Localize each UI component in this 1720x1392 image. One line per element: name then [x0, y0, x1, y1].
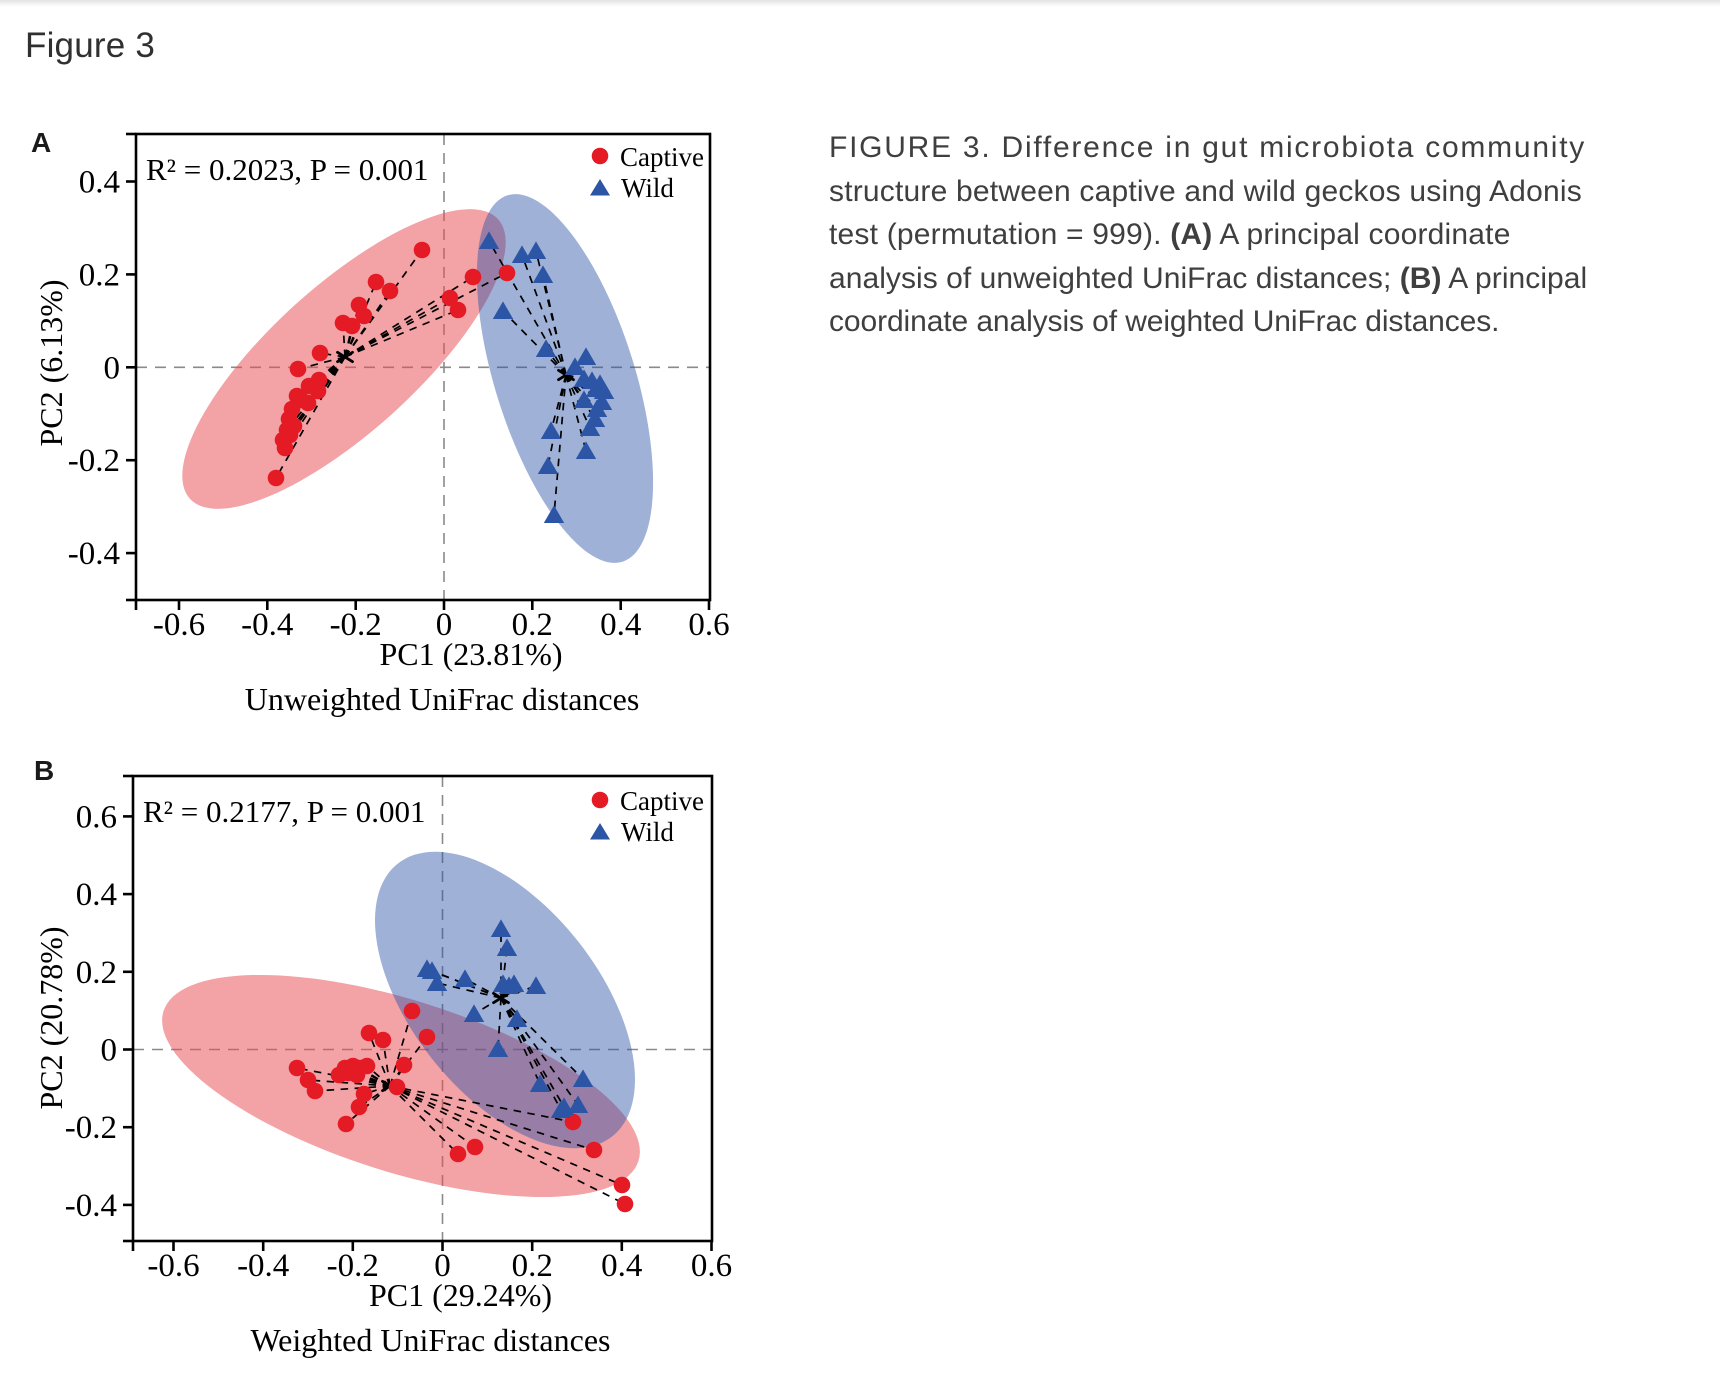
- svg-text:-0.4: -0.4: [65, 1188, 117, 1224]
- svg-text:Captive: Captive: [620, 142, 704, 172]
- svg-text:R² = 0.2023, P = 0.001: R² = 0.2023, P = 0.001: [146, 152, 429, 187]
- svg-text:-0.6: -0.6: [147, 1248, 199, 1284]
- svg-text:R² = 0.2177, P = 0.001: R² = 0.2177, P = 0.001: [143, 794, 426, 829]
- svg-text:0.2: 0.2: [512, 607, 553, 643]
- svg-text:0: 0: [101, 1033, 118, 1069]
- svg-text:Wild: Wild: [621, 173, 674, 203]
- svg-text:0: 0: [434, 1248, 451, 1284]
- svg-text:PC1 (29.24%): PC1 (29.24%): [369, 1277, 552, 1313]
- svg-text:PC2 (20.78%): PC2 (20.78%): [33, 926, 69, 1109]
- svg-text:B: B: [34, 755, 54, 786]
- svg-text:0: 0: [436, 607, 453, 643]
- svg-text:Captive: Captive: [620, 786, 704, 816]
- svg-text:A: A: [31, 127, 51, 158]
- svg-text:0: 0: [104, 350, 121, 386]
- svg-text:0.4: 0.4: [601, 1248, 642, 1284]
- svg-text:0.4: 0.4: [76, 877, 117, 913]
- svg-text:PC1 (23.81%): PC1 (23.81%): [379, 636, 562, 672]
- svg-text:-0.2: -0.2: [327, 1248, 379, 1284]
- svg-text:0.6: 0.6: [691, 1248, 732, 1284]
- svg-text:0.6: 0.6: [76, 799, 117, 835]
- svg-text:-0.2: -0.2: [65, 1110, 117, 1146]
- svg-text:0.2: 0.2: [512, 1248, 553, 1284]
- svg-text:0.6: 0.6: [688, 607, 729, 643]
- svg-text:0.4: 0.4: [600, 607, 641, 643]
- svg-text:-0.6: -0.6: [153, 607, 205, 643]
- svg-text:Wild: Wild: [621, 817, 674, 847]
- svg-text:Weighted UniFrac distances: Weighted UniFrac distances: [251, 1322, 611, 1358]
- svg-text:PC2 (6.13%): PC2 (6.13%): [33, 279, 69, 446]
- svg-text:Unweighted UniFrac distances: Unweighted UniFrac distances: [245, 681, 640, 717]
- svg-text:-0.4: -0.4: [241, 607, 293, 643]
- svg-text:0.4: 0.4: [79, 165, 120, 201]
- svg-text:-0.4: -0.4: [68, 536, 120, 572]
- svg-text:-0.2: -0.2: [68, 443, 120, 479]
- svg-text:0.2: 0.2: [79, 257, 120, 293]
- svg-text:-0.2: -0.2: [330, 607, 382, 643]
- svg-text:0.2: 0.2: [76, 955, 117, 991]
- svg-text:-0.4: -0.4: [237, 1248, 289, 1284]
